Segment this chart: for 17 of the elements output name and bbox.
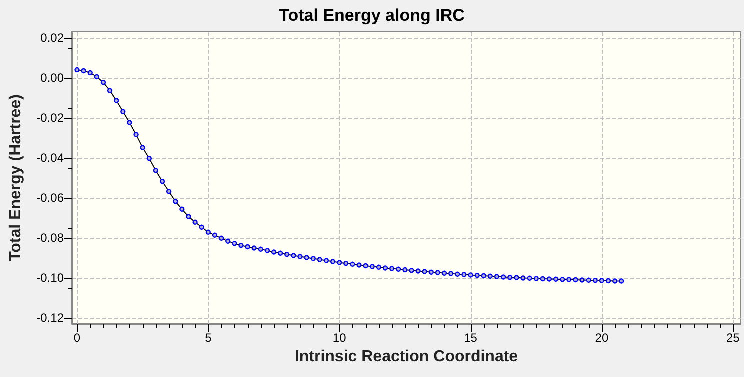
x-tick-label: 10 [332,331,347,345]
y-tick-label: -0.02 [36,111,64,125]
x-tick-label: 5 [205,331,212,345]
y-tick-label: -0.10 [36,271,64,285]
y-axis-title: Total Energy (Hartree) [8,94,24,262]
x-axis-title: Intrinsic Reaction Coordinate [294,348,518,366]
y-tick-label: 0.00 [40,71,64,85]
y-tick-label: -0.06 [36,191,64,205]
x-tick-label: 15 [464,331,478,345]
x-tick-label: 20 [595,331,609,345]
y-tick-label: -0.12 [36,311,64,325]
x-tick-label: 0 [74,331,81,345]
y-tick-label: -0.08 [36,231,64,245]
x-tick-label: 25 [726,331,740,345]
y-tick-label: 0.02 [40,31,64,45]
chart-title: Total Energy along IRC [279,6,465,25]
y-tick-label: -0.04 [36,151,64,165]
